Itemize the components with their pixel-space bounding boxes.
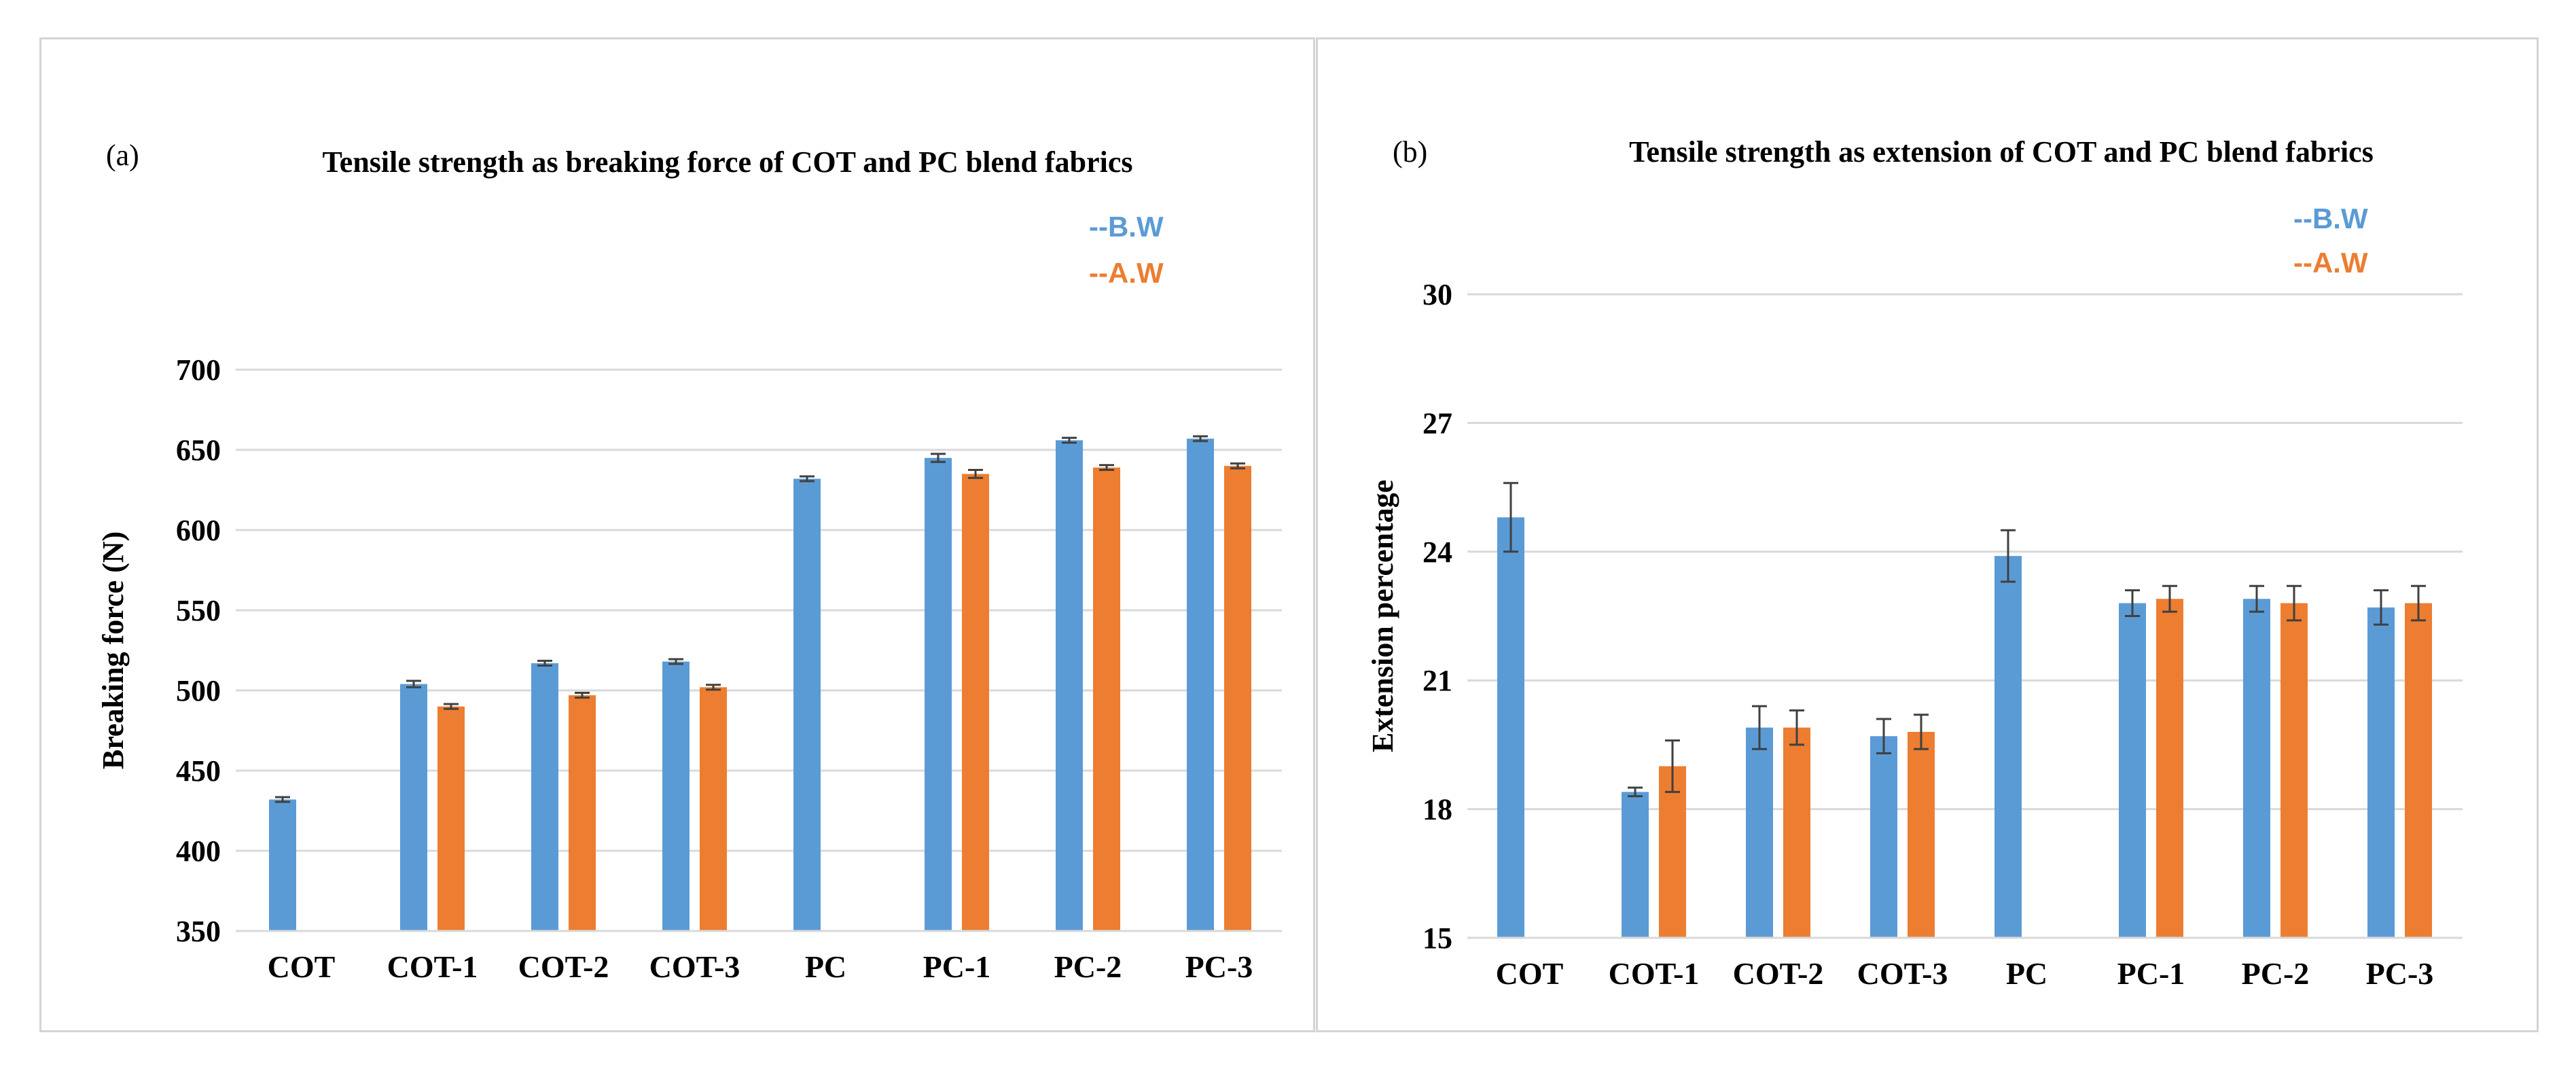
bar-aw — [962, 474, 989, 931]
bar-bw — [662, 661, 690, 931]
y-tick-label: 18 — [1423, 793, 1452, 826]
y-tick-label: 27 — [1423, 406, 1452, 440]
chart-b-svg: (b) Tensile strength as extension of COT … — [1366, 135, 2463, 991]
bar-aw — [569, 695, 596, 931]
x-tick-label: COT-2 — [1733, 956, 1824, 991]
bar-bw — [1056, 440, 1083, 931]
x-tick-label: PC-2 — [1054, 949, 1122, 984]
legend-item-bw: --B.W — [1089, 211, 1164, 243]
chart-title: Tensile strength as breaking force of CO… — [322, 145, 1132, 179]
bar-aw — [1783, 727, 1810, 938]
x-tick-label: PC-1 — [2117, 956, 2185, 991]
y-tick-label: 15 — [1423, 921, 1452, 955]
bar-aw — [1908, 731, 1935, 938]
chart-panel-b: (b) Tensile strength as extension of COT … — [1316, 37, 2539, 1032]
y-tick-label: 450 — [176, 754, 221, 788]
bar-aw — [437, 706, 465, 931]
x-tick-label: COT — [268, 949, 336, 984]
x-tick-label: PC-3 — [2366, 956, 2434, 991]
x-tick-label: PC-3 — [1185, 949, 1253, 984]
y-tick-label: 21 — [1423, 664, 1452, 697]
bar-aw — [2156, 599, 2183, 938]
bar-aw — [1659, 766, 1686, 938]
x-tick-label: COT — [1496, 956, 1564, 991]
y-tick-label: 30 — [1423, 278, 1452, 311]
bar-bw — [1622, 792, 1649, 938]
bar-bw — [400, 684, 427, 931]
bar-bw — [1187, 438, 1214, 931]
chart-title: Tensile strength as extension of COT and… — [1629, 135, 2374, 169]
chart-a-svg: (a) Tensile strength as breaking force of… — [96, 139, 1282, 984]
y-tick-label: 600 — [176, 514, 221, 547]
bar-aw — [2405, 603, 2432, 938]
bar-bw — [2119, 603, 2146, 938]
y-tick-label: 650 — [176, 434, 221, 467]
bar-aw — [1224, 466, 1251, 931]
bar-aw — [1093, 467, 1120, 931]
bar-bw — [269, 799, 296, 931]
bar-bw — [793, 478, 821, 931]
bar-aw — [2280, 603, 2308, 938]
y-axis-label: Extension percentage — [1366, 480, 1399, 752]
x-tick-label: PC-2 — [2242, 956, 2310, 991]
x-tick-label: PC-1 — [923, 949, 991, 984]
y-tick-label: 24 — [1423, 536, 1452, 569]
legend-item-aw: --A.W — [2293, 247, 2368, 279]
panel-label: (a) — [106, 139, 139, 172]
bar-bw — [2243, 599, 2270, 938]
bar-bw — [925, 457, 952, 931]
x-tick-label: COT-2 — [518, 949, 609, 984]
panel-label: (b) — [1393, 135, 1427, 169]
y-tick-label: 700 — [176, 353, 221, 387]
x-tick-label: PC — [2006, 956, 2047, 991]
x-tick-label: PC — [805, 949, 846, 984]
y-tick-label: 500 — [176, 674, 221, 707]
y-axis-label: Breaking force (N) — [96, 531, 130, 769]
chart-panel-a: (a) Tensile strength as breaking force of… — [39, 37, 1315, 1032]
y-tick-label: 350 — [176, 915, 221, 948]
legend-item-aw: --A.W — [1089, 257, 1164, 289]
x-tick-label: COT-3 — [1857, 956, 1948, 991]
x-tick-label: COT-1 — [1609, 956, 1700, 991]
y-tick-label: 400 — [176, 835, 221, 868]
y-tick-label: 550 — [176, 594, 221, 627]
x-tick-label: COT-3 — [649, 949, 740, 984]
bar-bw — [1497, 517, 1524, 938]
bar-bw — [1994, 556, 2022, 938]
bar-bw — [1746, 727, 1773, 938]
legend-item-bw: --B.W — [2293, 203, 2368, 234]
bar-bw — [531, 663, 558, 931]
bar-bw — [1870, 736, 1897, 938]
bar-bw — [2367, 607, 2395, 938]
bar-aw — [700, 687, 727, 931]
x-tick-label: COT-1 — [387, 949, 478, 984]
